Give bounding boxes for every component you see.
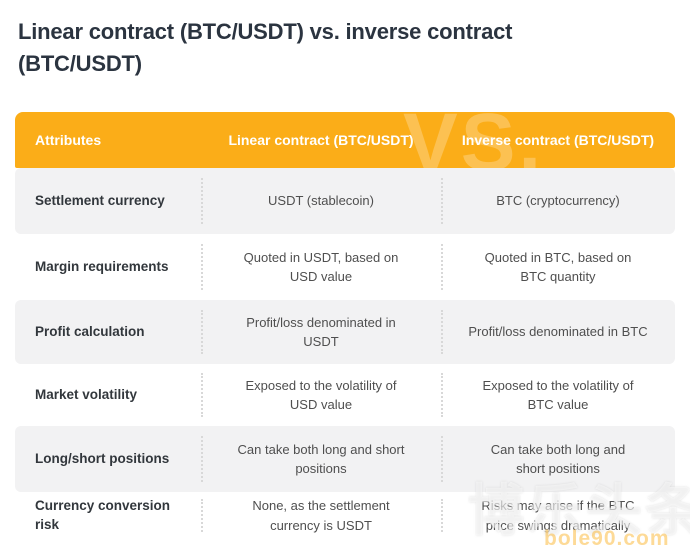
linear-value-cell: Can take both long and short positions [201,426,441,492]
page-title: Linear contract (BTC/USDT) vs. inverse c… [18,19,513,76]
linear-value-cell: None, as the settlement currency is USDT [201,492,441,539]
table-row-market-volatility: Market volatility Exposed to the volatil… [15,364,675,426]
linear-value-cell: Profit/loss denominated in USDT [201,300,441,364]
inverse-value-cell: Quoted in BTC, based on BTC quantity [441,234,675,300]
attribute-cell: Margin requirements [35,258,169,274]
attribute-cell: Market volatility [35,386,138,402]
table-row-long-short-positions: Long/short positions Can take both long … [15,426,675,492]
linear-value-cell: Quoted in USDT, based on USD value [201,234,441,300]
table-header-row: VS. Attributes Linear contract (BTC/USDT… [15,112,675,168]
inverse-value-cell: BTC (cryptocurrency) [441,168,675,234]
inverse-value-cell: Risks may arise if the BTC price swings … [441,492,675,539]
attribute-cell: Currency conversion risk [35,498,171,532]
vs-watermark: VS. [403,112,545,168]
table-row-currency-conversion-risk: Currency conversion risk None, as the se… [15,492,675,539]
inverse-value-cell: Exposed to the volatility of BTC value [441,364,675,426]
table-row-margin-requirements: Margin requirements Quoted in USDT, base… [15,234,675,300]
inverse-value-cell: Can take both long and short positions [441,426,675,492]
comparison-table: VS. Attributes Linear contract (BTC/USDT… [15,112,675,539]
linear-value-cell: Exposed to the volatility of USD value [201,364,441,426]
linear-value-cell: USDT (stablecoin) [201,168,441,234]
header-cell-linear: Linear contract (BTC/USDT) [201,132,441,148]
attribute-cell: Profit calculation [35,323,145,339]
table-row-profit-calculation: Profit calculation Profit/loss denominat… [15,300,675,364]
inverse-value-cell: Profit/loss denominated in BTC [441,300,675,364]
table-row-settlement-currency: Settlement currency USDT (stablecoin) BT… [15,168,675,234]
header-cell-inverse: Inverse contract (BTC/USDT) [441,132,675,148]
attribute-cell: Settlement currency [35,192,165,208]
attribute-cell: Long/short positions [35,450,170,466]
header-cell-attributes: Attributes [35,132,102,148]
